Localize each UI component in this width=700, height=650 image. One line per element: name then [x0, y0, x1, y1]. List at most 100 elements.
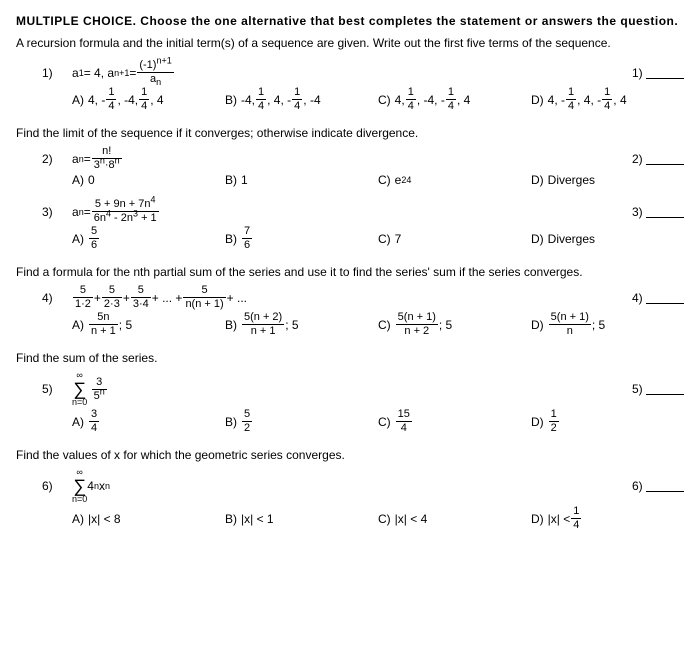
q5-choices: A)34 B)52 C)154 D)12: [16, 409, 684, 434]
q1-stem: a1 = 4, an+1 = (-1)n+1 an: [72, 60, 620, 85]
q4-bn: 5(n + 2): [242, 312, 284, 325]
q4-la: A): [72, 318, 84, 332]
q2-number: 2): [42, 152, 72, 166]
q6-sigbot: n=0: [72, 495, 87, 504]
q3-a: a: [72, 205, 79, 219]
q5-la: A): [72, 415, 84, 429]
q2-choices: A)0 B)1 C)e24 D) Diverges: [16, 173, 684, 187]
q3-lc: C): [378, 232, 391, 246]
q4-dn: 5(n + 1): [549, 312, 591, 325]
q6-choice-c[interactable]: C)|x| < 4: [378, 506, 531, 531]
q6-ld: D): [531, 512, 544, 526]
q3-bn: 7: [242, 226, 252, 239]
q4-choice-d[interactable]: D)5(n + 1)n; 5: [531, 312, 684, 337]
q5-dd: 2: [549, 422, 559, 434]
q5-blank: 5): [620, 382, 684, 396]
q3-ad: 6: [89, 239, 99, 251]
q3-blank-label: 3): [632, 205, 643, 219]
q4-bd: n + 1: [242, 325, 284, 337]
q1-choice-b[interactable]: B) -4, 14, 4, - 14, -4: [225, 87, 378, 112]
q4-t4d: n(n + 1): [183, 298, 225, 310]
q2-choice-d[interactable]: D) Diverges: [531, 173, 684, 187]
q4-ad: n + 1: [89, 325, 118, 337]
q1d-f1n: 1: [566, 87, 576, 100]
q1a-3: , 4: [150, 93, 163, 107]
q2-blank-label: 2): [632, 152, 643, 166]
q1c-f2d: 4: [446, 100, 456, 112]
q2-choice-a[interactable]: A)0: [72, 173, 225, 187]
q1-stem-row: 1) a1 = 4, an+1 = (-1)n+1 an 1): [16, 60, 684, 85]
q5-lc: C): [378, 415, 391, 429]
q6-blank-label: 6): [632, 479, 643, 493]
q4-choice-b[interactable]: B)5(n + 2)n + 1; 5: [225, 312, 378, 337]
q3-fd: 6n: [94, 212, 106, 224]
q1-choice-d[interactable]: D) 4, - 14, 4, - 14, 4: [531, 87, 684, 112]
q1-choice-c[interactable]: C) 4, 14, -4, - 14, 4: [378, 87, 531, 112]
q1d-3: , 4: [613, 93, 626, 107]
q1a-1: 4, -: [88, 93, 105, 107]
q4-dd: n: [549, 325, 591, 337]
q2-ld: D): [531, 173, 544, 187]
q2-choice-b[interactable]: B)1: [225, 173, 378, 187]
q6-choice-d[interactable]: D)|x| < 14: [531, 506, 684, 531]
q1d-1: 4, -: [548, 93, 565, 107]
q1a-f1n: 1: [106, 87, 116, 100]
q3-choices: A)56 B) 7 6 C)7 D)Diverges: [16, 226, 684, 251]
q4-ae: ; 5: [119, 318, 132, 332]
q4-p2: +: [123, 291, 130, 305]
q1d-f2d: 4: [602, 100, 612, 112]
q3-choice-a[interactable]: A)56: [72, 226, 225, 251]
q1-choice-a[interactable]: A) 4, - 14, -4, 14, 4: [72, 87, 225, 112]
q6-choice-a[interactable]: A)|x| < 8: [72, 506, 225, 531]
q1c-f1d: 4: [406, 100, 416, 112]
q1-a1: a: [72, 66, 79, 80]
q5-stem: ∞ ∑ n=0 35n: [72, 371, 620, 407]
q4-stem: 51·2 + 52·3 + 53·4 + ... + 5n(n + 1) + .…: [72, 285, 620, 310]
q3-choice-c[interactable]: C)7: [378, 226, 531, 251]
q1c-1: 4,: [395, 93, 405, 107]
q1-number: 1): [42, 66, 72, 80]
q6-lb: B): [225, 512, 237, 526]
label-b: B): [225, 93, 237, 107]
q3-fn-sup: 4: [151, 194, 156, 204]
q5-choice-a[interactable]: A)34: [72, 409, 225, 434]
q3-choice-d[interactable]: D)Diverges: [531, 226, 684, 251]
q6-blank: 6): [620, 479, 684, 493]
q5-choice-c[interactable]: C)154: [378, 409, 531, 434]
q4-t2n: 5: [102, 285, 122, 298]
section-5: Find the values of x for which the geome…: [16, 448, 684, 462]
q1c-2: , -4, -: [417, 93, 445, 107]
q4-an: 5n: [89, 312, 118, 325]
q1a-f1d: 4: [106, 100, 116, 112]
q1c-f2n: 1: [446, 87, 456, 100]
q2-lc: C): [378, 173, 391, 187]
q2-d-val: Diverges: [548, 173, 595, 187]
q4-blank-label: 4): [632, 291, 643, 305]
q5-choice-d[interactable]: D)12: [531, 409, 684, 434]
q4-choice-c[interactable]: C)5(n + 1)n + 2; 5: [378, 312, 531, 337]
q6-choice-b[interactable]: B)|x| < 1: [225, 506, 378, 531]
page-heading: MULTIPLE CHOICE. Choose the one alternat…: [16, 14, 684, 28]
q2-choice-c[interactable]: C)e24: [378, 173, 531, 187]
q3-choice-b[interactable]: B)76: [225, 226, 378, 251]
q4-t1n: 5: [73, 285, 93, 298]
q2-blank: 2): [620, 152, 684, 166]
q1b-2: , 4, -: [267, 93, 291, 107]
q3-fd-mid: - 2n: [111, 212, 133, 224]
section-3: Find a formula for the nth partial sum o…: [16, 265, 684, 279]
q4-t2d: 2·3: [102, 298, 122, 310]
q6-stem-row: 6) ∞ ∑ n=0 4n xn 6): [16, 468, 684, 504]
sigma-icon: ∞ ∑ n=0: [72, 371, 87, 407]
q6-d-pre: |x| <: [548, 512, 571, 526]
q5-stem-row: 5) ∞ ∑ n=0 35n 5): [16, 371, 684, 407]
q5-choice-b[interactable]: B)52: [225, 409, 378, 434]
q3-blank: 3): [620, 205, 684, 219]
q1b-f1d: 4: [256, 100, 266, 112]
q1-fd-sub: n: [156, 77, 161, 87]
q1-fn: (-1): [139, 59, 156, 71]
q4-choice-a[interactable]: A) 5nn + 1; 5: [72, 312, 225, 337]
q2-lb: B): [225, 173, 237, 187]
q5-an: 3: [89, 409, 99, 422]
q3-stem-row: 3) an = 5 + 9n + 7n4 6n4 - 2n3 + 1 3): [16, 199, 684, 224]
q3-lb: B): [225, 232, 237, 246]
